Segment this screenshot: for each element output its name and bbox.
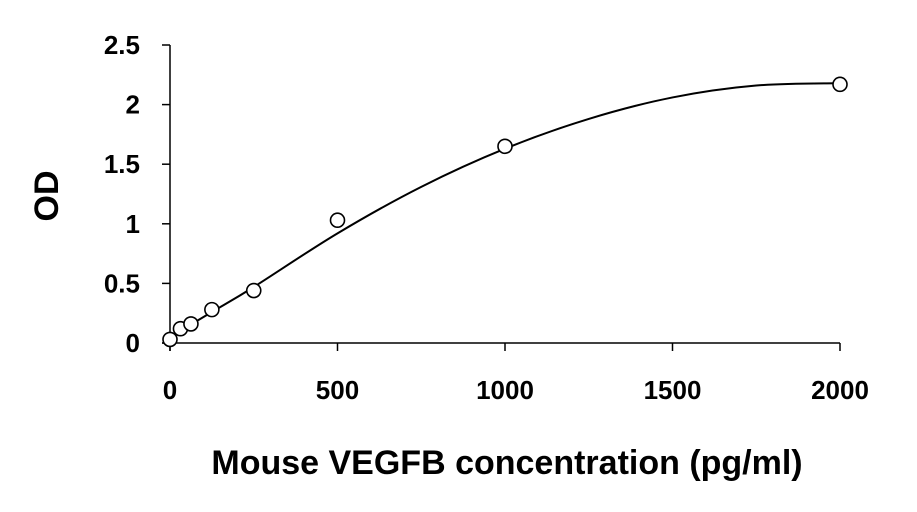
data-point (183, 316, 199, 332)
data-points (162, 76, 848, 348)
y-tick-label: 1.5 (104, 149, 140, 179)
x-axis-ticks: 0 500 1000 1500 2000 (163, 343, 869, 405)
fit-curve (169, 82, 841, 338)
y-axis-title: OD (28, 171, 66, 222)
y-axis-ticks: 0 0.5 1 1.5 2 2.5 (104, 30, 170, 358)
data-point (204, 301, 220, 318)
axes (162, 45, 840, 351)
x-tick-label: 0 (163, 375, 177, 405)
data-point (245, 282, 262, 299)
data-point (162, 331, 178, 348)
x-tick-label: 1000 (476, 375, 534, 405)
data-point (832, 76, 848, 93)
y-tick-label: 0.5 (104, 268, 140, 298)
y-tick-label: 1 (126, 209, 140, 239)
y-tick-label: 2.5 (104, 30, 140, 60)
data-point (497, 138, 513, 155)
x-axis-title: Mouse VEGFB concentration (pg/ml) (211, 444, 802, 482)
x-tick-label: 1500 (644, 375, 702, 405)
fit-curve-line (169, 82, 841, 338)
y-tick-label: 2 (126, 90, 140, 120)
y-tick-label: 0 (126, 328, 140, 358)
x-tick-label: 2000 (811, 375, 869, 405)
x-tick-label: 500 (316, 375, 359, 405)
data-point (329, 212, 346, 229)
